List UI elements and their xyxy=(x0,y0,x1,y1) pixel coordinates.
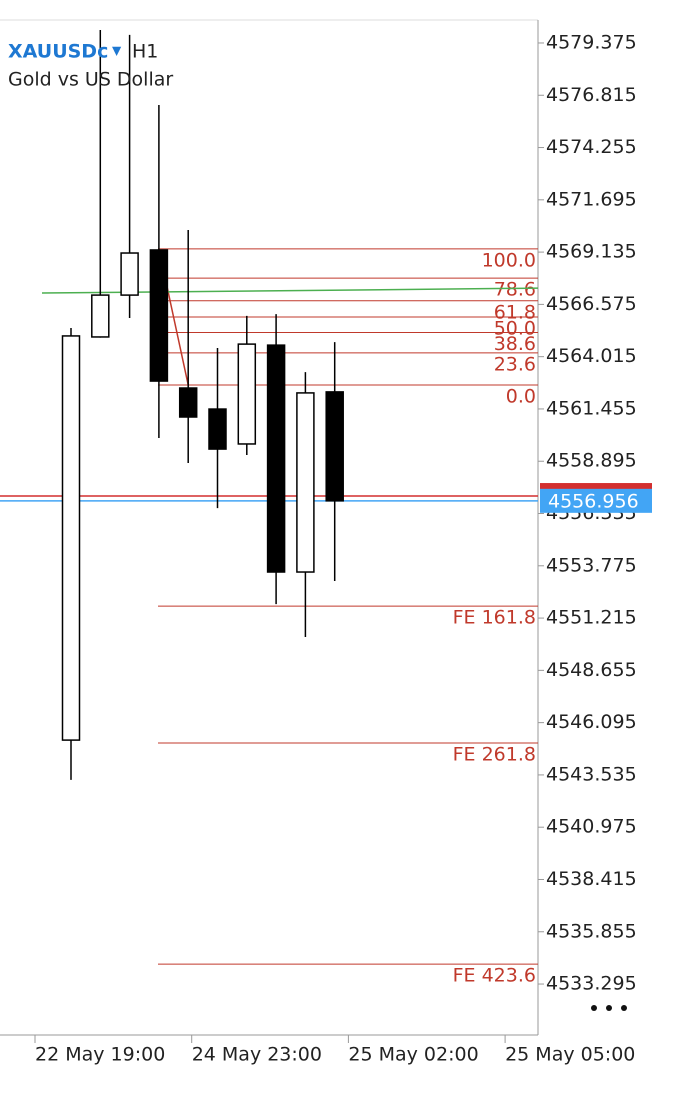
x-tick-label: 25 May 02:00 xyxy=(348,1044,478,1066)
fib-level-label: 38.6 xyxy=(494,333,536,355)
y-tick-label: 4571.695 xyxy=(546,188,637,210)
fib-level-label: 23.6 xyxy=(494,353,536,375)
timeframe[interactable]: H1 xyxy=(132,41,158,63)
candle-body xyxy=(296,392,315,573)
y-tick-label: 4564.015 xyxy=(546,345,637,367)
subtitle: Gold vs US Dollar xyxy=(8,69,173,91)
fib-level-label: 50.0 xyxy=(494,317,536,339)
y-tick-label: 4535.855 xyxy=(546,920,637,942)
x-tick-label: 25 May 05:00 xyxy=(505,1044,635,1066)
more-menu[interactable] xyxy=(591,1005,627,1011)
y-tick-label: 4569.135 xyxy=(546,241,637,263)
y-tick-label: 4574.255 xyxy=(546,136,637,158)
x-tick-label: 22 May 19:00 xyxy=(35,1044,165,1066)
y-tick-label: 4561.455 xyxy=(546,397,637,419)
candle-body xyxy=(237,343,257,445)
fib-level-label: FE 261.8 xyxy=(453,743,536,765)
y-tick-label: 4538.415 xyxy=(546,868,637,890)
bid-price-label: 4556.956 xyxy=(548,490,639,512)
plot: 100.0 78.661.850.038.623.6 0.0 FE 161.8 FE 2… xyxy=(0,30,539,987)
candle-body xyxy=(266,344,286,573)
y-tick-label: 4551.215 xyxy=(546,607,637,629)
candle-body xyxy=(325,391,344,502)
fib-level-label: 61.8 xyxy=(494,301,536,323)
y-tick-label: 4566.575 xyxy=(546,293,637,315)
y-tick-label: 4548.655 xyxy=(546,659,637,681)
y-tick-label: 4553.775 xyxy=(546,554,637,576)
fib-level-label: 0.0 xyxy=(506,385,536,407)
y-tick-label: 4533.295 xyxy=(546,973,637,995)
y-tick-label: 4576.815 xyxy=(546,84,637,106)
y-tick-label: 4579.375 xyxy=(546,31,637,53)
y-tick-label: 4558.895 xyxy=(546,450,637,472)
candle-body xyxy=(208,408,227,450)
y-tick-label: 4540.975 xyxy=(546,816,637,838)
fib-level-label: 78.6 xyxy=(494,279,536,301)
candle-body xyxy=(91,294,110,338)
symbol[interactable]: XAUUSDc xyxy=(8,41,108,63)
candle-body xyxy=(61,335,81,741)
y-tick-label: 4543.535 xyxy=(546,763,637,785)
fib-level-label: 100.0 xyxy=(482,249,536,271)
bid-price-box xyxy=(540,488,652,513)
x-tick-label: 24 May 23:00 xyxy=(192,1044,322,1066)
y-tick-label: 4546.095 xyxy=(546,711,637,733)
candle-body xyxy=(149,249,169,382)
fib-level-label: FE 423.6 xyxy=(453,965,536,987)
candle-body xyxy=(178,387,198,418)
symbol-dropdown[interactable]: ▼ xyxy=(112,44,122,58)
candle-body xyxy=(120,252,139,296)
fib-level-label: FE 161.8 xyxy=(453,607,536,629)
